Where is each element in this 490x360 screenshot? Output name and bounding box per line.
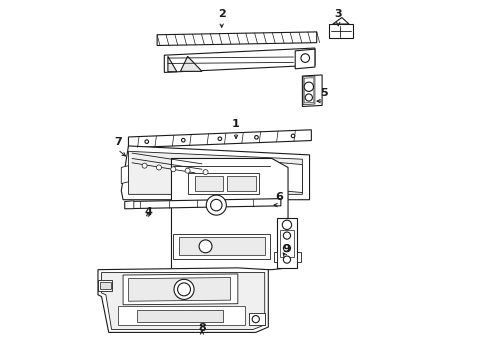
Polygon shape (195, 176, 223, 191)
Text: 8: 8 (198, 323, 206, 333)
Polygon shape (277, 218, 297, 268)
Circle shape (181, 138, 185, 142)
Polygon shape (128, 151, 302, 194)
Polygon shape (128, 278, 231, 301)
Polygon shape (100, 282, 111, 289)
Polygon shape (122, 146, 310, 200)
Circle shape (185, 168, 190, 173)
Polygon shape (164, 48, 315, 72)
Circle shape (301, 54, 310, 62)
Polygon shape (274, 252, 277, 262)
Polygon shape (302, 75, 322, 107)
Text: 5: 5 (320, 88, 328, 98)
Circle shape (142, 163, 147, 168)
Text: 2: 2 (218, 9, 225, 19)
Polygon shape (329, 24, 353, 39)
Polygon shape (303, 76, 315, 105)
Text: 3: 3 (335, 9, 342, 19)
Polygon shape (333, 18, 349, 24)
Circle shape (283, 232, 291, 239)
Circle shape (211, 199, 222, 211)
Polygon shape (123, 274, 238, 305)
Circle shape (283, 244, 291, 252)
Text: 9: 9 (282, 244, 290, 254)
Polygon shape (188, 173, 259, 194)
Polygon shape (125, 201, 134, 209)
Polygon shape (179, 237, 265, 255)
Polygon shape (98, 280, 112, 291)
Polygon shape (157, 32, 317, 45)
Polygon shape (173, 234, 270, 259)
Circle shape (255, 135, 258, 139)
Polygon shape (180, 56, 202, 71)
Polygon shape (122, 166, 128, 184)
Polygon shape (227, 176, 256, 191)
Polygon shape (297, 252, 300, 262)
Polygon shape (137, 310, 223, 321)
Circle shape (304, 82, 314, 91)
Circle shape (283, 256, 291, 263)
Circle shape (145, 140, 148, 143)
Polygon shape (248, 313, 265, 325)
Circle shape (171, 167, 176, 172)
Text: 7: 7 (114, 137, 122, 147)
Circle shape (156, 165, 161, 170)
Text: 4: 4 (144, 207, 152, 217)
Polygon shape (172, 158, 288, 270)
Circle shape (206, 195, 226, 215)
Polygon shape (295, 49, 315, 69)
Polygon shape (168, 56, 177, 72)
Circle shape (282, 220, 292, 229)
Circle shape (305, 94, 313, 101)
Polygon shape (274, 162, 302, 193)
Circle shape (177, 283, 191, 296)
Polygon shape (118, 306, 245, 325)
Text: 1: 1 (232, 119, 240, 129)
Circle shape (174, 279, 194, 300)
Circle shape (252, 316, 259, 323)
Polygon shape (101, 273, 265, 329)
Circle shape (203, 170, 208, 175)
Circle shape (199, 240, 212, 253)
Polygon shape (98, 268, 269, 332)
Circle shape (291, 134, 295, 138)
Polygon shape (125, 199, 281, 209)
Polygon shape (280, 230, 294, 257)
Circle shape (218, 137, 221, 140)
Text: 6: 6 (275, 192, 283, 202)
Polygon shape (128, 130, 311, 148)
Polygon shape (304, 78, 314, 103)
